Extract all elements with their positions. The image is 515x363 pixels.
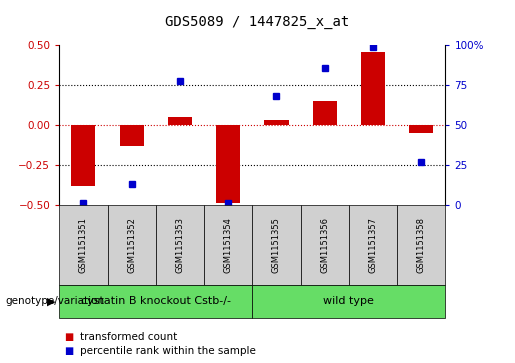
Text: transformed count: transformed count: [80, 332, 177, 342]
Bar: [361, 52, 385, 125]
Text: GSM1151356: GSM1151356: [320, 217, 329, 273]
Bar: [168, 117, 192, 125]
Text: GSM1151358: GSM1151358: [417, 217, 426, 273]
Text: GSM1151354: GSM1151354: [224, 217, 233, 273]
Text: percentile rank within the sample: percentile rank within the sample: [80, 346, 256, 356]
Text: GSM1151355: GSM1151355: [272, 217, 281, 273]
Text: ■: ■: [64, 332, 74, 342]
Text: ▶: ▶: [47, 296, 56, 306]
Text: cystatin B knockout Cstb-/-: cystatin B knockout Cstb-/-: [81, 296, 231, 306]
Bar: [313, 101, 337, 125]
Text: GSM1151352: GSM1151352: [127, 217, 136, 273]
Text: GDS5089 / 1447825_x_at: GDS5089 / 1447825_x_at: [165, 15, 350, 29]
Text: GSM1151357: GSM1151357: [369, 217, 377, 273]
Text: genotype/variation: genotype/variation: [5, 296, 104, 306]
Bar: [216, 125, 241, 204]
Bar: [409, 125, 434, 133]
Bar: [119, 125, 144, 146]
Text: ■: ■: [64, 346, 74, 356]
Text: wild type: wild type: [323, 296, 374, 306]
Bar: [71, 125, 95, 186]
Bar: [264, 121, 288, 125]
Text: GSM1151351: GSM1151351: [79, 217, 88, 273]
Text: GSM1151353: GSM1151353: [176, 217, 184, 273]
